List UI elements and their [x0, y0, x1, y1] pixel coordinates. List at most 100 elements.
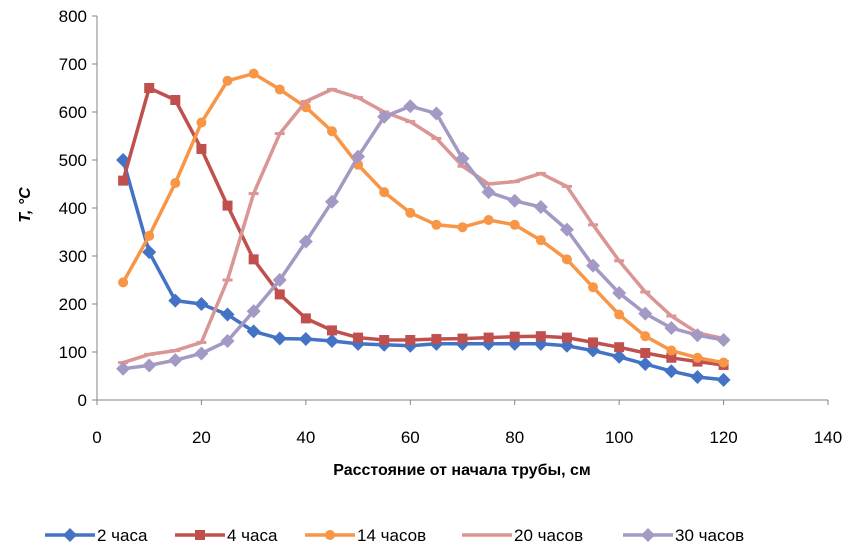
- data-point: [248, 192, 259, 196]
- data-point: [351, 149, 366, 164]
- x-tick-label: 0: [92, 428, 101, 447]
- data-point: [509, 180, 520, 184]
- data-point: [640, 347, 651, 358]
- data-point: [612, 349, 627, 364]
- data-point: [640, 290, 651, 294]
- data-point: [324, 333, 339, 348]
- data-point: [222, 200, 233, 211]
- data-point: [457, 164, 468, 168]
- data-point: [457, 333, 468, 344]
- data-point: [248, 68, 259, 79]
- series-layer: [116, 68, 731, 387]
- data-point: [614, 342, 625, 353]
- data-point: [142, 245, 157, 260]
- data-point: [274, 289, 285, 300]
- data-point: [246, 324, 261, 339]
- data-point: [718, 357, 729, 368]
- data-point: [246, 304, 261, 319]
- data-point: [298, 332, 313, 347]
- data-point: [561, 184, 572, 188]
- data-point: [509, 219, 520, 230]
- data-point: [272, 273, 287, 287]
- data-point: [666, 352, 677, 363]
- y-tick-label: 300: [59, 247, 87, 266]
- data-point: [535, 235, 546, 246]
- data-point: [274, 132, 285, 136]
- data-point: [561, 332, 572, 343]
- data-point: [666, 314, 677, 318]
- data-point: [170, 95, 181, 105]
- legend-item: 20 часов: [462, 526, 583, 545]
- data-point: [196, 143, 207, 154]
- legend-marker: [63, 528, 77, 542]
- data-point: [692, 352, 703, 363]
- legend-marker: [482, 533, 492, 537]
- data-point: [326, 87, 337, 91]
- legend-item: 2 часа: [45, 526, 148, 545]
- data-point: [326, 126, 337, 137]
- data-point: [561, 254, 572, 265]
- data-point: [457, 222, 468, 233]
- series-line: [121, 104, 726, 371]
- data-point: [588, 223, 599, 227]
- x-tick-label: 20: [192, 428, 211, 447]
- y-axis-label: T, °C: [17, 187, 34, 223]
- data-point: [588, 337, 599, 348]
- legend: 2 часа 4 часа 14 часов 20 часов 30 часов: [45, 526, 744, 545]
- y-tick-label: 500: [59, 151, 87, 170]
- data-point: [168, 293, 183, 308]
- y-tick-label: 200: [59, 295, 87, 314]
- legend-marker: [641, 528, 655, 542]
- data-point: [431, 219, 442, 230]
- series-line: [121, 71, 726, 365]
- data-point: [196, 117, 207, 128]
- data-point: [483, 182, 494, 186]
- data-point: [507, 193, 522, 208]
- x-axis-label: Расстояние от начала трубы, см: [333, 462, 591, 479]
- x-tick-label: 140: [814, 428, 842, 447]
- x-tick-label: 100: [605, 428, 633, 447]
- data-point: [533, 200, 548, 215]
- data-point: [638, 306, 653, 321]
- series-1: [116, 153, 731, 387]
- x-tick-label: 40: [296, 428, 315, 447]
- legend-label: 20 часов: [514, 526, 583, 545]
- data-point: [614, 259, 625, 263]
- data-point: [116, 361, 131, 376]
- data-point: [535, 331, 546, 342]
- data-point: [118, 175, 129, 186]
- data-point: [144, 83, 155, 93]
- legend-label: 14 часов: [357, 526, 426, 545]
- data-point: [248, 254, 259, 265]
- data-point: [222, 75, 233, 86]
- data-point: [403, 99, 418, 114]
- data-point: [298, 234, 313, 249]
- data-point: [220, 307, 235, 322]
- series-3: [118, 68, 729, 368]
- data-point: [379, 187, 390, 198]
- data-point: [379, 335, 390, 345]
- data-point: [300, 313, 311, 324]
- data-point: [144, 352, 155, 356]
- data-point: [353, 332, 364, 343]
- data-point: [194, 297, 209, 311]
- data-point: [168, 353, 183, 368]
- y-tick-label: 0: [78, 391, 87, 410]
- data-point: [666, 345, 677, 356]
- data-point: [142, 358, 157, 373]
- data-point: [220, 333, 235, 348]
- data-point: [431, 334, 442, 345]
- data-point: [274, 84, 285, 95]
- data-point: [405, 120, 416, 124]
- legend-marker: [325, 530, 335, 540]
- legend-label: 4 часа: [227, 526, 278, 545]
- data-point: [324, 194, 339, 209]
- x-tick-label: 120: [709, 428, 737, 447]
- y-tick-label: 400: [59, 199, 87, 218]
- data-point: [588, 282, 599, 293]
- data-point: [535, 171, 546, 175]
- y-tick-label: 700: [59, 55, 87, 74]
- data-point: [144, 230, 155, 241]
- data-point: [116, 153, 131, 167]
